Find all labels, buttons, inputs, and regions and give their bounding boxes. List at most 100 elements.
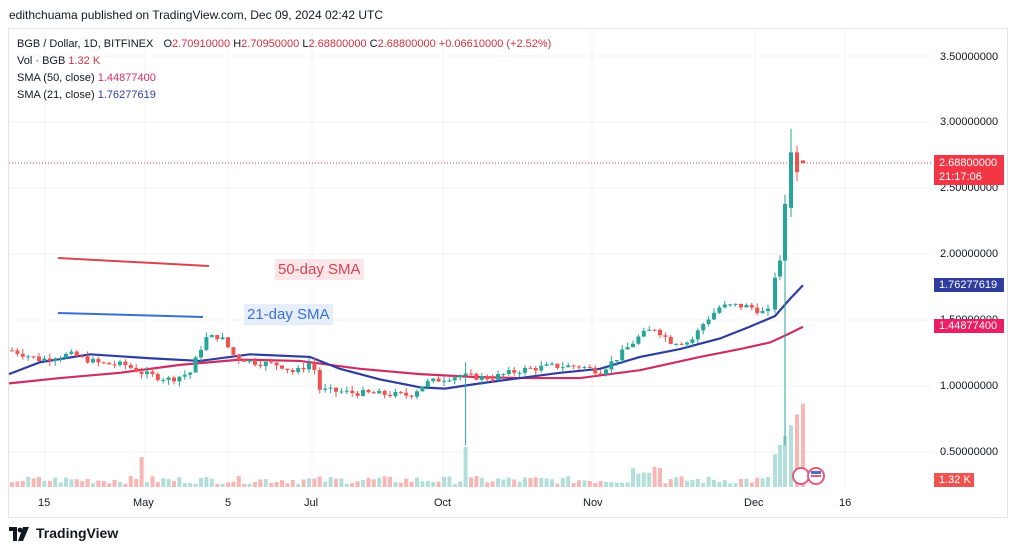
candle-body (155, 374, 160, 380)
candle-body (631, 343, 635, 348)
time-tick: Nov (583, 497, 603, 509)
candle-body (139, 371, 144, 375)
volume-bar (560, 477, 565, 487)
sma21-badge: 1.76277619 (934, 278, 1004, 292)
volume-bar (712, 479, 716, 487)
candle-body (377, 390, 382, 394)
volume-bar (47, 480, 52, 487)
volume-bar (695, 478, 700, 487)
candle-body (436, 378, 441, 382)
candle-body (101, 362, 106, 364)
volume-bar (625, 482, 630, 487)
volume-bar (361, 479, 365, 487)
volume-bar (728, 483, 733, 487)
time-tick: Dec (744, 497, 764, 509)
volume-bar (614, 482, 619, 487)
candle-body (388, 394, 392, 397)
candle-body (85, 356, 90, 363)
volume-bar (555, 483, 560, 487)
volume-bar (182, 483, 187, 487)
candle-body (371, 392, 376, 394)
volume-bar (795, 414, 799, 487)
candle-body (290, 370, 295, 373)
sma50-label[interactable]: SMA (50, close) (17, 72, 95, 84)
candle-body (706, 319, 711, 325)
candle-body (744, 304, 749, 308)
volume-bar (593, 482, 598, 487)
candle-body (778, 260, 782, 277)
candle-body (695, 330, 700, 340)
tradingview-logo-icon[interactable] (9, 527, 31, 541)
volume-bar (145, 482, 149, 487)
candle-body (636, 336, 641, 344)
volume-bar (479, 477, 484, 487)
symbol-label[interactable]: BGB / Dollar, 1D, BITFINEX (17, 38, 154, 50)
volume-bar (328, 476, 333, 487)
candle-body (64, 353, 68, 359)
volume-bar (193, 483, 198, 487)
volume-bar (301, 479, 306, 487)
candle-body (479, 376, 484, 380)
candle-body (247, 359, 252, 362)
time-tick: 16 (839, 497, 852, 509)
sma21-annotation[interactable]: 21-day SMA (244, 304, 333, 325)
candle-body (53, 359, 58, 361)
candle-body (773, 277, 777, 310)
low-value: 2.68800000 (308, 38, 367, 50)
sma50-line (8, 325, 804, 385)
volume-bar (80, 481, 85, 487)
volume-bar (409, 481, 414, 487)
volume-bar (269, 483, 274, 487)
volume-bar (139, 457, 144, 487)
volume-label[interactable]: Vol · BGB (17, 55, 66, 67)
volume-badge: 1.32 K (934, 473, 974, 487)
chart-frame (8, 28, 1008, 518)
volume-bar (690, 479, 695, 487)
sma50-path (8, 325, 804, 385)
volume-bar (760, 478, 765, 487)
candle-body (269, 361, 274, 363)
volume-bar (226, 482, 230, 487)
candle-body (550, 363, 554, 365)
volume-bar (717, 482, 722, 487)
candle-body (258, 364, 263, 367)
candle-body (236, 354, 241, 360)
candle-body (598, 373, 603, 375)
candle-body (188, 372, 193, 375)
sma21-label[interactable]: SMA (21, close) (17, 89, 95, 101)
candle-body (301, 367, 306, 370)
volume-bar (566, 476, 571, 487)
candle-body (528, 367, 533, 369)
candle-body (285, 368, 290, 371)
candle-body (112, 364, 117, 366)
candle-body (26, 356, 31, 358)
volume-bar (523, 477, 527, 487)
candle-body (766, 308, 770, 312)
volume-bar (350, 482, 355, 487)
time-tick: 15 (38, 497, 51, 509)
ohlc-row: BGB / Dollar, 1D, BITFINEX O2.70910000 H… (17, 38, 552, 50)
volume-bar (755, 477, 760, 487)
candle-body (641, 330, 646, 337)
publish-header: edithchuama published on TradingView.com… (0, 0, 1017, 30)
volume-bar (209, 478, 214, 487)
volume-bar (631, 468, 635, 487)
candle-body (685, 342, 689, 345)
volume-bar (458, 481, 463, 487)
volume-bar (415, 477, 419, 487)
volume-bar (647, 472, 652, 487)
volume-bar (188, 482, 193, 487)
sma50-annotation[interactable]: 50-day SMA (275, 259, 364, 280)
sma21-path (8, 284, 804, 390)
candle-body (161, 379, 166, 381)
volume-bar (663, 483, 668, 487)
tradingview-brand[interactable]: TradingView (36, 525, 119, 541)
volume-bar (53, 477, 58, 487)
volume-bar (64, 477, 68, 487)
candle-body (204, 337, 209, 350)
candle-body (420, 386, 425, 392)
volume-bar (42, 480, 47, 487)
price-tick: 2.50000000 (940, 182, 999, 194)
price-tick: 3.50000000 (940, 51, 999, 63)
